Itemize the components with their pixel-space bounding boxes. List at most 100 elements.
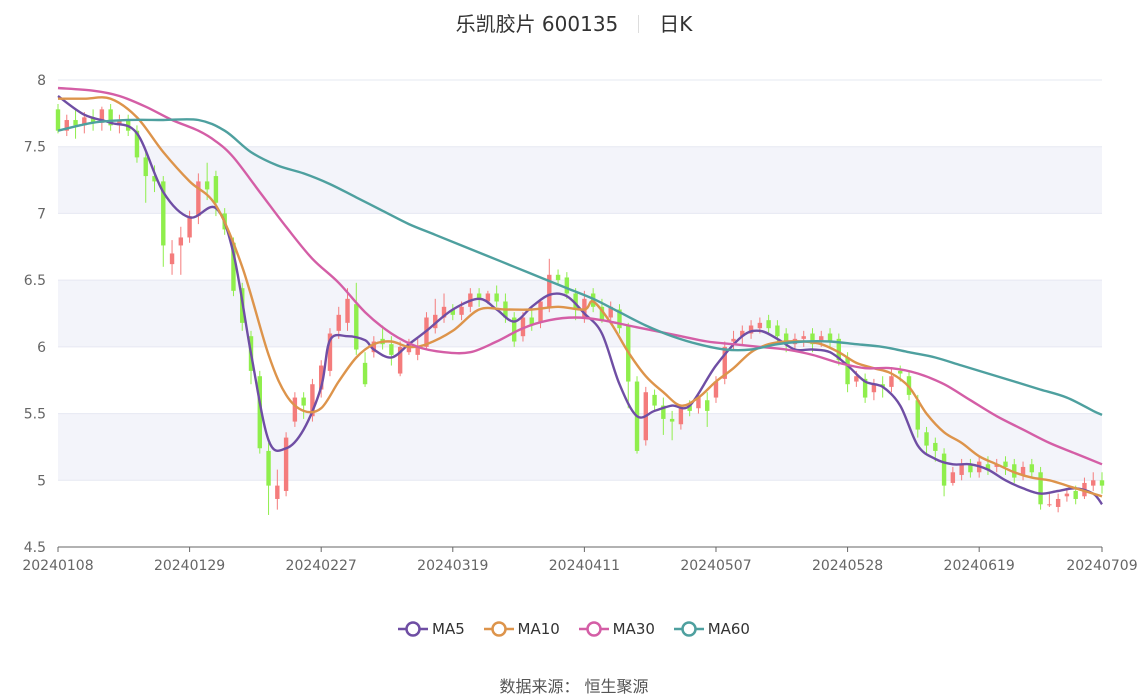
legend-item-ma5[interactable]: MA5 (398, 620, 465, 638)
candle-body (292, 397, 298, 422)
period-label: 日K (659, 12, 693, 36)
candle (318, 360, 324, 398)
candle-body (134, 130, 140, 158)
candle-body (941, 453, 947, 486)
candle-body (827, 333, 833, 342)
y-tick-label: 4.5 (24, 540, 46, 556)
candle-body (898, 370, 903, 374)
candle-body (1064, 493, 1070, 497)
candle (275, 469, 280, 510)
legend-item-ma60[interactable]: MA60 (673, 620, 750, 638)
chart-title: 乐凯胶片 600135 日K (0, 8, 1148, 37)
candle (99, 106, 105, 131)
candle-body (836, 338, 842, 361)
candle (450, 304, 455, 321)
candle (1012, 458, 1017, 483)
candle (590, 288, 596, 313)
candle (292, 392, 298, 427)
ma10-marker-icon (483, 621, 514, 637)
legend-item-ma30[interactable]: MA30 (578, 620, 655, 638)
candle-body (590, 293, 596, 307)
candle-body (196, 181, 201, 217)
y-tick-label: 8 (37, 73, 46, 89)
candle (731, 330, 736, 350)
candle (783, 328, 789, 353)
candle-body (985, 464, 991, 470)
candle-body (678, 408, 684, 425)
candle-body (327, 333, 333, 371)
candle (652, 389, 657, 411)
candle-body (582, 298, 587, 318)
legend-label-ma30: MA30 (612, 620, 655, 638)
candle (433, 298, 438, 334)
candle (512, 312, 517, 347)
x-tick-label: 20240619 (944, 558, 1015, 574)
candle (55, 104, 61, 134)
candle-body (301, 397, 306, 406)
candle (354, 282, 359, 355)
candle (283, 432, 289, 497)
legend-item-ma10[interactable]: MA10 (483, 620, 560, 638)
candle (327, 328, 333, 377)
candle (257, 370, 262, 454)
candle-body (310, 384, 315, 417)
candle-body (933, 442, 938, 451)
candle-body (722, 346, 727, 379)
candle-body (740, 330, 745, 337)
ma30-marker-icon (578, 621, 609, 637)
y-tick-label: 5.5 (24, 407, 46, 423)
candle-body (1055, 498, 1061, 507)
ma5-line (57, 95, 1103, 506)
candle (73, 109, 78, 139)
candle (529, 309, 534, 331)
y-tick-label: 6.5 (24, 273, 46, 289)
candle (836, 333, 842, 366)
candle-body (187, 216, 192, 238)
candles (55, 104, 1105, 515)
candle-body (819, 336, 824, 342)
candle-body (266, 450, 271, 486)
candle-body (90, 117, 96, 123)
x-tick-label: 20240129 (154, 558, 225, 574)
candle (1020, 461, 1026, 481)
candle (371, 336, 377, 358)
candle-body (862, 378, 868, 398)
candle (266, 442, 271, 515)
candle-body (152, 176, 157, 182)
legend-label-ma5: MA5 (432, 620, 465, 638)
candle-body (529, 317, 534, 326)
y-tick-label: 7.5 (24, 140, 46, 156)
candle (766, 314, 771, 334)
candle-body (950, 472, 956, 483)
candlestick-chart: 4.5 5 5.5 6 6.5 7 7.5 8 20240108 20240129 2024022… (22, 73, 1137, 574)
y-tick-label: 5 (37, 473, 46, 489)
candle (564, 272, 570, 299)
candle-body (1003, 461, 1008, 467)
candle-body (713, 381, 719, 398)
candle-body (810, 333, 815, 345)
candle-body (371, 341, 377, 353)
candle (90, 109, 96, 131)
candle (1091, 472, 1096, 491)
candle-body (397, 346, 403, 374)
data-source: 数据来源： 恒生聚源 (499, 677, 649, 696)
candle-body (450, 309, 455, 315)
candle (669, 410, 675, 441)
candle-body (64, 120, 69, 131)
candle-body (389, 344, 394, 355)
candle-body (476, 293, 482, 299)
title-separator (638, 15, 640, 33)
y-axis: 4.5 5 5.5 6 6.5 7 7.5 8 (24, 73, 46, 556)
candle-body (117, 120, 122, 126)
candle (827, 328, 833, 347)
ma30-line (57, 86, 1103, 466)
candle-body (161, 181, 166, 246)
candle (494, 285, 499, 307)
x-tick-label: 20240507 (680, 558, 751, 574)
x-tick-label: 20240227 (286, 558, 357, 574)
y-tick-label: 7 (37, 206, 46, 222)
candle (941, 448, 947, 497)
candle-body (415, 346, 420, 355)
candle (169, 240, 175, 275)
candle (362, 352, 368, 387)
